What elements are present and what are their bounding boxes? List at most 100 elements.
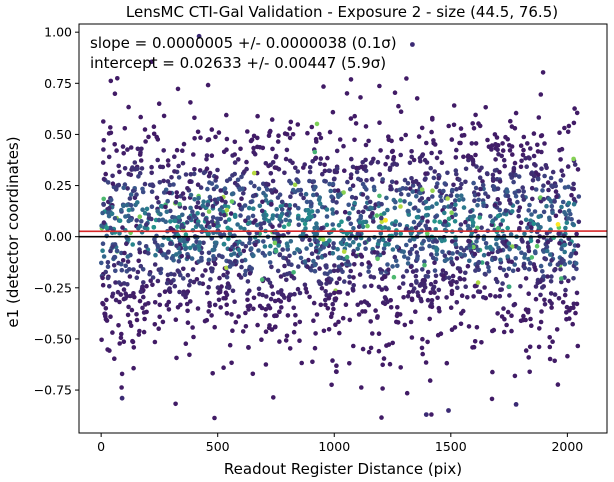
data-point: [388, 186, 393, 192]
data-point: [199, 250, 205, 255]
data-point: [446, 216, 452, 222]
data-point: [377, 120, 382, 125]
data-point: [305, 207, 311, 213]
data-point: [359, 385, 364, 390]
data-point: [213, 134, 218, 140]
data-point: [259, 277, 265, 282]
data-point: [324, 241, 329, 247]
data-point: [567, 241, 573, 247]
data-point: [264, 294, 269, 299]
data-point: [295, 122, 301, 127]
data-point: [425, 339, 430, 345]
data-point: [384, 286, 389, 292]
data-point: [302, 221, 308, 227]
data-point: [256, 248, 261, 253]
data-point: [266, 303, 271, 309]
data-point: [293, 313, 298, 318]
data-point: [174, 147, 180, 153]
data-point: [571, 305, 576, 311]
data-point: [270, 291, 276, 297]
data-point: [355, 302, 361, 308]
data-point: [317, 195, 323, 200]
data-point: [157, 314, 162, 320]
data-point: [368, 319, 374, 324]
data-point: [501, 267, 507, 273]
data-point: [434, 184, 439, 190]
data-point: [303, 191, 309, 197]
data-point: [155, 278, 161, 284]
x-tick-label: 1000: [318, 439, 350, 454]
data-point: [369, 283, 374, 289]
data-point: [483, 241, 489, 246]
data-point: [108, 225, 113, 231]
data-point: [313, 156, 318, 162]
data-point: [467, 258, 472, 264]
data-point: [330, 211, 336, 216]
data-point: [184, 220, 190, 225]
data-point: [138, 158, 144, 163]
data-point: [450, 273, 456, 279]
data-point: [365, 195, 370, 200]
data-point: [404, 390, 410, 396]
data-point: [347, 280, 352, 285]
data-point: [270, 178, 276, 184]
data-point: [297, 319, 303, 325]
data-point: [480, 179, 485, 184]
data-point: [473, 185, 479, 191]
data-point: [500, 218, 506, 223]
data-point: [233, 319, 239, 325]
x-tick-label: 1500: [435, 439, 467, 454]
data-point: [257, 203, 263, 209]
data-point: [373, 308, 378, 313]
data-point: [183, 341, 189, 347]
data-point: [165, 158, 171, 163]
data-point: [574, 290, 580, 296]
data-point: [185, 254, 191, 260]
data-point: [442, 219, 448, 224]
data-point: [285, 247, 291, 252]
data-point: [203, 216, 209, 222]
data-point: [337, 276, 342, 282]
data-point: [281, 224, 287, 230]
data-point: [385, 299, 390, 305]
data-point: [553, 183, 558, 189]
data-point: [103, 269, 108, 275]
data-point: [103, 171, 108, 177]
data-point: [368, 345, 374, 351]
data-point: [491, 184, 497, 190]
data-point: [429, 301, 434, 307]
data-point: [312, 262, 318, 268]
data-point: [178, 272, 183, 278]
data-point: [376, 331, 382, 337]
data-point: [528, 316, 533, 322]
data-point: [332, 263, 337, 268]
data-point: [293, 322, 298, 327]
data-point: [226, 285, 232, 291]
data-point: [283, 338, 289, 343]
data-point: [314, 192, 320, 197]
data-point: [118, 261, 124, 267]
data-point: [402, 177, 408, 183]
data-point: [445, 196, 450, 201]
data-point: [238, 213, 243, 218]
data-point: [185, 320, 191, 326]
data-point: [529, 212, 534, 217]
data-point: [201, 199, 206, 204]
data-point: [139, 219, 144, 224]
data-point: [117, 231, 122, 236]
data-point: [549, 203, 555, 209]
data-point: [157, 292, 162, 298]
data-point: [330, 301, 336, 307]
data-point: [327, 129, 333, 135]
data-point: [409, 154, 415, 160]
data-point: [405, 261, 411, 266]
data-point: [204, 290, 210, 296]
data-point: [218, 305, 223, 310]
data-point: [157, 302, 163, 308]
data-point: [266, 133, 272, 138]
data-point: [548, 291, 554, 296]
data-point: [548, 252, 553, 257]
data-point: [315, 255, 321, 260]
data-point: [359, 261, 365, 267]
data-point: [172, 169, 177, 174]
